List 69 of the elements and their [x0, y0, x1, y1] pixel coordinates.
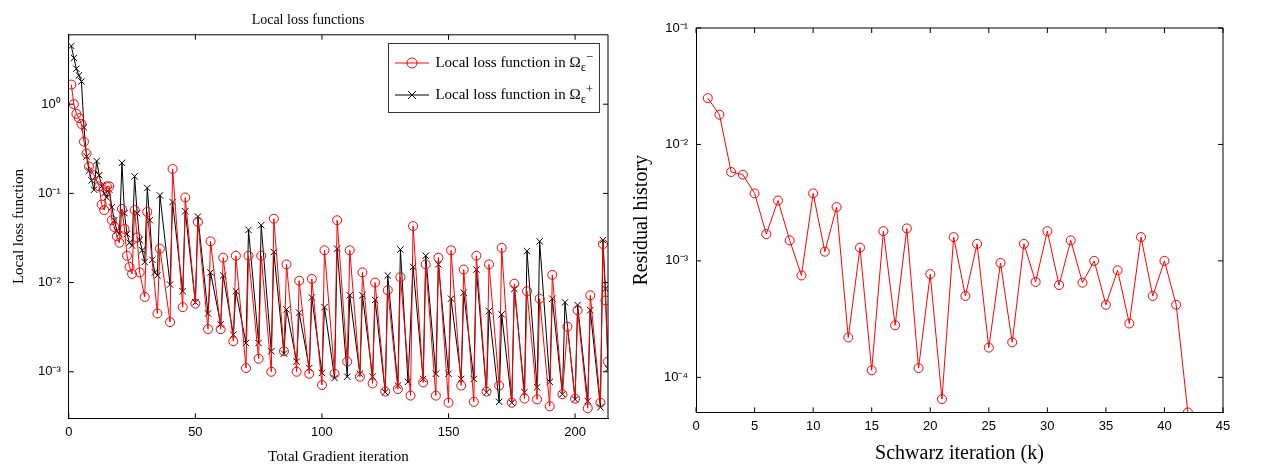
point — [890, 320, 901, 331]
point — [1124, 318, 1135, 329]
point — [1171, 299, 1182, 310]
point — [960, 290, 971, 301]
x-tick-label: 15 — [864, 417, 879, 433]
point — [1007, 337, 1018, 348]
point — [702, 93, 713, 104]
point — [1136, 232, 1147, 243]
point — [1054, 280, 1065, 291]
x-tick-label: 0 — [692, 417, 700, 433]
point — [1147, 290, 1158, 301]
point — [1042, 226, 1053, 237]
x-axis-title: Total Gradient iteration — [268, 447, 410, 464]
point — [1065, 235, 1076, 246]
x-tick-label: 200 — [564, 423, 586, 439]
point — [819, 246, 830, 257]
y-tick-label: 10⁻³ — [37, 363, 62, 379]
x-tick-label: 30 — [1040, 417, 1055, 433]
x-tick-label: 50 — [188, 423, 203, 439]
y-axis-title: Local loss function — [9, 168, 26, 285]
x-tick-label: 150 — [437, 423, 460, 439]
x-tick-label: 10 — [805, 417, 821, 433]
point — [878, 226, 889, 237]
point — [773, 195, 784, 206]
point — [1100, 299, 1111, 310]
point — [714, 109, 725, 120]
y-tick-label: 10⁻² — [37, 274, 62, 290]
point — [1112, 265, 1123, 276]
point — [901, 223, 912, 234]
y-tick-label: 10⁻¹ — [37, 184, 62, 200]
point — [995, 257, 1006, 268]
chart-title: Local loss functions — [251, 12, 365, 28]
x-axis-title: Schwarz iteration (k) — [875, 441, 1044, 465]
point — [1077, 277, 1088, 288]
point — [1089, 255, 1100, 266]
y-tick-label: 10⁻¹ — [665, 19, 689, 35]
point — [737, 169, 748, 180]
point — [1159, 255, 1170, 266]
point — [784, 235, 795, 246]
y-axis-title: Residual history — [629, 154, 653, 286]
point — [925, 269, 936, 280]
point — [1018, 238, 1029, 249]
x-tick-label: 5 — [750, 417, 759, 433]
point — [726, 167, 737, 177]
point — [854, 242, 865, 253]
point — [1030, 276, 1041, 287]
point — [866, 365, 877, 376]
point — [808, 188, 819, 199]
x-tick-label: 45 — [1215, 417, 1231, 433]
point — [761, 229, 772, 240]
x-tick-label: 20 — [923, 417, 938, 433]
y-tick-label: 10⁰ — [41, 95, 61, 111]
point — [749, 188, 760, 199]
point — [983, 342, 994, 353]
point — [972, 238, 983, 249]
point — [831, 202, 842, 213]
x-tick-label: 100 — [311, 423, 333, 439]
point — [796, 270, 807, 281]
x-tick-label: 35 — [1098, 417, 1114, 433]
x-tick-label: 25 — [981, 417, 997, 433]
point — [843, 332, 854, 343]
point — [948, 232, 959, 243]
y-tick-label: 10⁻³ — [665, 252, 689, 268]
point — [913, 363, 924, 374]
point — [936, 394, 947, 405]
y-tick-label: 10⁻² — [665, 136, 689, 152]
x-tick-label: 0 — [65, 423, 73, 439]
x-tick-label: 40 — [1157, 417, 1172, 433]
y-tick-label: 10⁻⁴ — [664, 368, 689, 384]
